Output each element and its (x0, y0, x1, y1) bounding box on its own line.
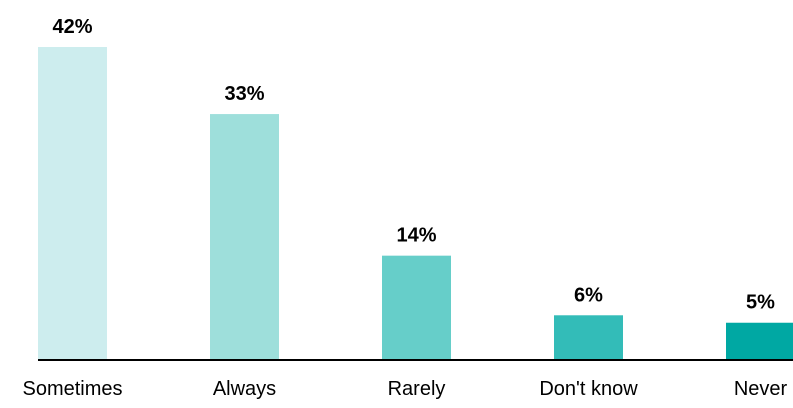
category-label-don-t-know: Don't know (539, 378, 638, 400)
bar-rarely (382, 255, 451, 360)
category-label-sometimes: Sometimes (22, 378, 122, 400)
bar-never (726, 322, 793, 360)
bar-sometimes (38, 47, 107, 360)
bar-don-t-know (554, 315, 623, 360)
data-label-always: 33% (224, 83, 264, 105)
data-label-rarely: 14% (396, 225, 436, 247)
data-label-don-t-know: 6% (574, 284, 603, 306)
data-label-never: 5% (746, 292, 775, 314)
data-label-sometimes: 42% (52, 16, 92, 38)
bar-always (210, 114, 279, 360)
category-label-rarely: Rarely (388, 378, 446, 400)
category-label-always: Always (213, 378, 276, 400)
category-label-never: Never (734, 378, 788, 400)
